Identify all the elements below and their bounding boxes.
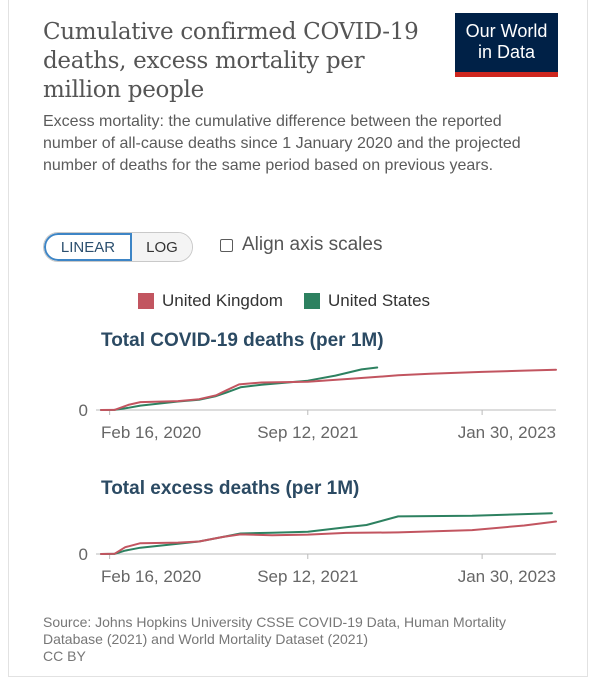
- logo-line-2: in Data: [477, 42, 536, 62]
- chart-1-y-tick-label: 0: [79, 401, 88, 420]
- chart-2-series-united-states: [100, 512, 553, 555]
- legend: United Kingdom United States: [138, 291, 451, 311]
- logo-accent-bar: [455, 72, 558, 77]
- owid-logo[interactable]: Our World in Data: [455, 13, 558, 77]
- align-axis-scales-checkbox[interactable]: Align axis scales: [220, 234, 382, 256]
- scale-toggle: LINEAR LOG: [43, 232, 193, 262]
- legend-label-united-states: United States: [327, 291, 431, 310]
- log-scale-button[interactable]: LOG: [132, 233, 192, 261]
- chart-2-x-tick-label: Feb 16, 2020: [101, 567, 201, 586]
- chart-1-x-tick-label: Jan 30, 2023: [458, 423, 556, 442]
- chart-1-series-united-kingdom: [100, 368, 557, 411]
- chart-1-series-united-states: [100, 366, 379, 411]
- linear-scale-button[interactable]: LINEAR: [44, 233, 132, 261]
- align-axis-scales-label: Align axis scales: [242, 234, 383, 255]
- chart-1-x-tick-label: Sep 12, 2021: [257, 423, 358, 442]
- source-note: Source: Johns Hopkins University CSSE CO…: [43, 614, 523, 665]
- chart-1-x-tick-label: Feb 16, 2020: [101, 423, 201, 442]
- legend-item-united-states[interactable]: United States: [303, 291, 431, 311]
- chart-2-x-tick-label: Jan 30, 2023: [458, 567, 556, 586]
- legend-item-united-kingdom[interactable]: United Kingdom: [138, 291, 283, 311]
- chart-2-series-united-kingdom: [100, 520, 557, 555]
- chart-main-title: Cumulative confirmed COVID-19 deaths, ex…: [43, 19, 419, 103]
- chart-1-title: Total COVID-19 deaths (per 1M): [101, 330, 384, 351]
- source-text: Source: Johns Hopkins University CSSE CO…: [43, 614, 506, 647]
- legend-swatch-united-states: [303, 293, 320, 309]
- legend-label-united-kingdom: United Kingdom: [162, 291, 283, 310]
- checkbox-icon: [220, 238, 233, 252]
- logo-line-1: Our World: [465, 21, 548, 41]
- chart-subtitle: Excess mortality: the cumulative differe…: [43, 113, 521, 174]
- chart-2-y-tick-label: 0: [79, 545, 88, 564]
- legend-swatch-united-kingdom: [138, 293, 154, 309]
- chart-2-title: Total excess deaths (per 1M): [101, 478, 360, 499]
- chart-card: [8, 0, 588, 677]
- license-text: CC BY: [43, 648, 86, 664]
- chart-2-x-tick-label: Sep 12, 2021: [257, 567, 358, 586]
